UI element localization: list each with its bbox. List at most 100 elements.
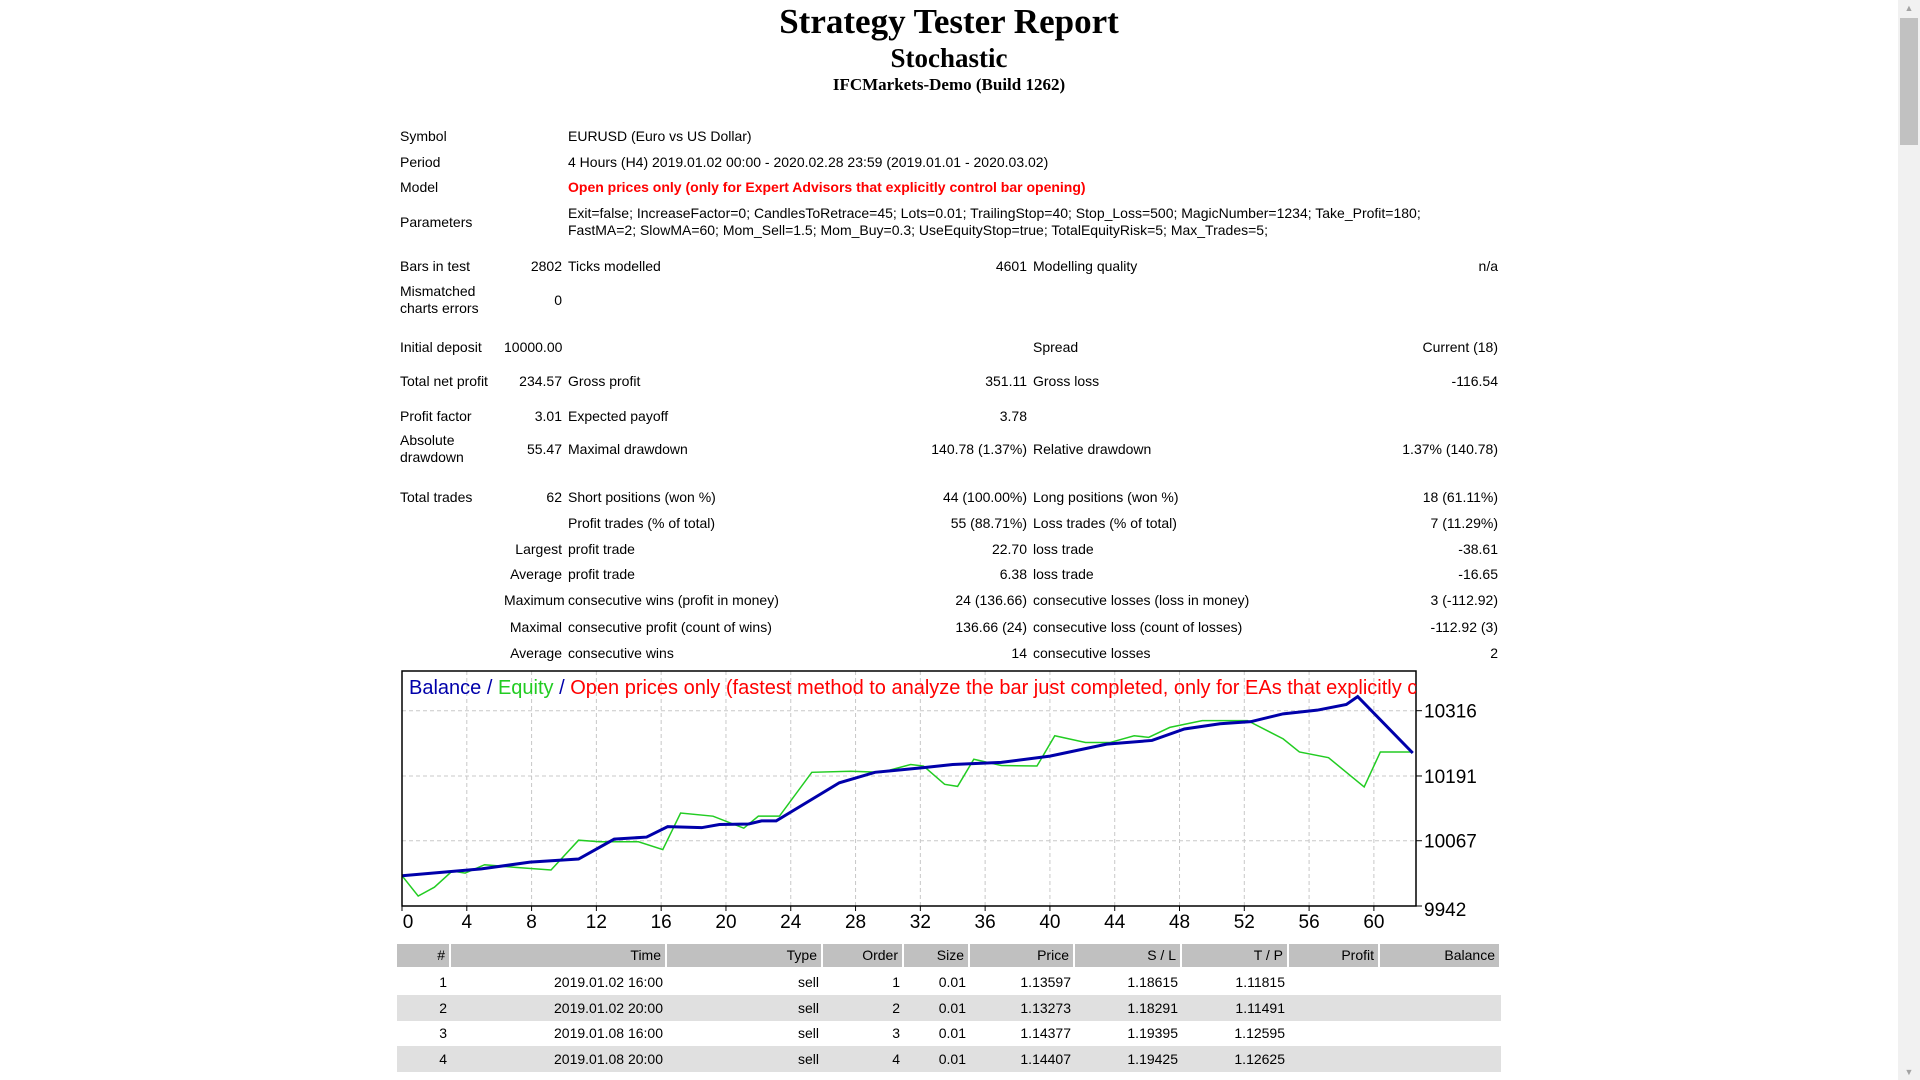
table-row: 3 2019.01.08 16:00 sell 3 0.01 1.14377 1.19395…	[397, 1020, 1501, 1046]
table-cell: 4	[439, 1050, 447, 1067]
stat-label: Spread	[1033, 338, 1079, 355]
x-tick-label: 36	[975, 912, 996, 933]
scrollbar-thumb[interactable]	[1900, 18, 1918, 145]
stat-label: Bars in test	[400, 257, 471, 274]
column-header: Type	[667, 944, 823, 967]
balance-equity-chart: 0 4 8 12 16 20 24 28 32 36 40 44 48 52 56 6099421006710…	[401, 670, 1500, 933]
y-tick-label: 10316	[1424, 702, 1477, 723]
stats-row: Profit factor 3.01 Expected payoff 3.78	[397, 407, 1501, 425]
table-cell: 3	[892, 1025, 900, 1041]
table-cell	[1380, 1020, 1501, 1046]
stats-row: Mismatched charts errors 0	[397, 283, 1501, 317]
stat-label: consecutive losses (loss in money)	[1033, 591, 1250, 608]
y-tick-label: 9942	[1424, 900, 1466, 921]
table-cell: 1.12595	[1234, 1025, 1285, 1041]
stat-label: Total net profit	[400, 372, 488, 389]
scroll-up-arrow-icon[interactable]: ▲	[1904, 3, 1914, 13]
legend-balance: Balance	[409, 677, 481, 699]
stat-label: consecutive losses	[1033, 644, 1151, 661]
table-cell: 1.13597	[1020, 974, 1071, 990]
x-tick-label: 4	[462, 912, 473, 933]
x-tick-label: 24	[780, 912, 802, 933]
symbol-value: EURUSD (Euro vs US Dollar)	[568, 128, 752, 144]
table-cell	[1289, 1020, 1380, 1046]
scroll-down-arrow-icon[interactable]: ▼	[1904, 1067, 1914, 1077]
y-tick-label: 10191	[1424, 767, 1477, 788]
table-cell: 1.12625	[1234, 1050, 1285, 1067]
server-name: IFCMarkets-Demo (Build 1262)	[832, 75, 1066, 94]
x-tick-label: 32	[910, 912, 931, 933]
table-cell: 4	[892, 1050, 900, 1067]
stat-label: Gross loss	[1033, 372, 1100, 389]
model-label: Model	[400, 179, 439, 195]
stat-value: 3 (-112.92)	[1430, 591, 1498, 608]
stats-row: Average consecutive wins 14 consecutive los…	[397, 644, 1501, 662]
y-tick-label: 10067	[1424, 832, 1477, 853]
parameters-value: Exit=false; IncreaseFactor=0; CandlesToR…	[565, 205, 1501, 239]
table-cell	[1380, 1046, 1501, 1072]
table-cell: 1.14407	[1020, 1050, 1071, 1067]
table-cell: 0.01	[938, 1050, 966, 1067]
table-cell	[1289, 969, 1380, 995]
stat-value: Average	[510, 565, 562, 582]
table-cell	[1289, 995, 1380, 1021]
stat-label: Expected payoff	[568, 407, 669, 424]
x-tick-label: 20	[715, 912, 736, 933]
stat-value: 18 (61.11%)	[1422, 488, 1498, 505]
stats-row: Absolute drawdown 55.47 Maximal drawdown 14…	[397, 432, 1501, 466]
table-cell: 0.01	[938, 999, 966, 1016]
stat-label: Loss trades (% of total)	[1033, 514, 1177, 531]
column-header: #	[397, 944, 451, 967]
period-row: Period 4 Hours (H4) 2019.01.02 00:00 - 2…	[397, 154, 1501, 171]
stat-value: 55.47	[526, 440, 562, 457]
x-tick-label: 28	[845, 912, 866, 933]
expert-name: Stochastic	[890, 43, 1008, 73]
stat-value: 7 (11.29%)	[1430, 514, 1498, 531]
legend-model: Open prices only (fastest method to anal…	[570, 677, 1500, 699]
plot-area	[402, 671, 1416, 906]
plot-border	[401, 670, 1417, 907]
table-cell: 3	[439, 1025, 447, 1041]
stat-value: 1.37% (140.78)	[1402, 440, 1498, 457]
model-row: Model Open prices only (only for Expert …	[397, 179, 1501, 196]
x-tick-label: 8	[526, 912, 537, 933]
stats-row: Largest profit trade 22.70 loss trade -38.61	[397, 540, 1501, 558]
stat-value: 0	[554, 291, 562, 308]
table-cell: 1	[892, 974, 900, 990]
column-header: Time	[451, 944, 667, 967]
stats-row: Total trades 62 Short positions (won %) 44 …	[397, 488, 1501, 506]
stat-value: 24 (136.66)	[955, 591, 1027, 608]
stat-value: 22.70	[991, 540, 1027, 557]
table-cell	[1380, 995, 1501, 1021]
column-header: Price	[970, 944, 1075, 967]
stat-value: -112.92 (3)	[1430, 618, 1498, 635]
table-cell: sell	[797, 1025, 819, 1041]
stat-value: 14	[1011, 644, 1027, 661]
stat-label: Profit trades (% of total)	[568, 514, 716, 531]
legend-equity: Equity	[498, 677, 554, 699]
table-cell: 2019.01.08 20:00	[554, 1050, 663, 1067]
x-tick-label: 52	[1234, 912, 1255, 933]
x-tick-label: 40	[1039, 912, 1060, 933]
period-label: Period	[400, 154, 441, 170]
stat-value: 3.78	[999, 407, 1027, 424]
stats-row: Average profit trade 6.38 loss trade -16.65	[397, 565, 1501, 583]
stat-value: 3.01	[534, 407, 562, 424]
table-cell: 1.14377	[1020, 1025, 1071, 1041]
stat-label: consecutive profit (count of wins)	[568, 618, 772, 635]
parameters-line-2: FastMA=2; SlowMA=60; Mom_Sell=1.5; Mom_B…	[568, 222, 1268, 238]
equity-line	[402, 719, 1413, 898]
parameters-line-1: Exit=false; IncreaseFactor=0; CandlesToR…	[568, 205, 1421, 221]
table-row: 2 2019.01.02 20:00 sell 2 0.01 1.13273 1.18291…	[397, 994, 1501, 1021]
stats-row: Total net profit 234.57 Gross profit 351.11…	[397, 364, 1501, 398]
stat-label: Modelling quality	[1033, 257, 1138, 274]
stat-value: 62	[546, 488, 562, 505]
column-header: Size	[904, 944, 970, 967]
stat-label: profit trade	[568, 540, 635, 557]
stat-value: 44 (100.00%)	[942, 488, 1027, 505]
table-cell: 0.01	[938, 1025, 966, 1041]
vertical-scrollbar[interactable]: ▲ ▼	[1898, 0, 1920, 1080]
legend-sep2: /	[554, 677, 571, 699]
stat-value: 136.66 (24)	[955, 618, 1027, 635]
stat-label: consecutive wins (profit in money)	[568, 591, 779, 608]
